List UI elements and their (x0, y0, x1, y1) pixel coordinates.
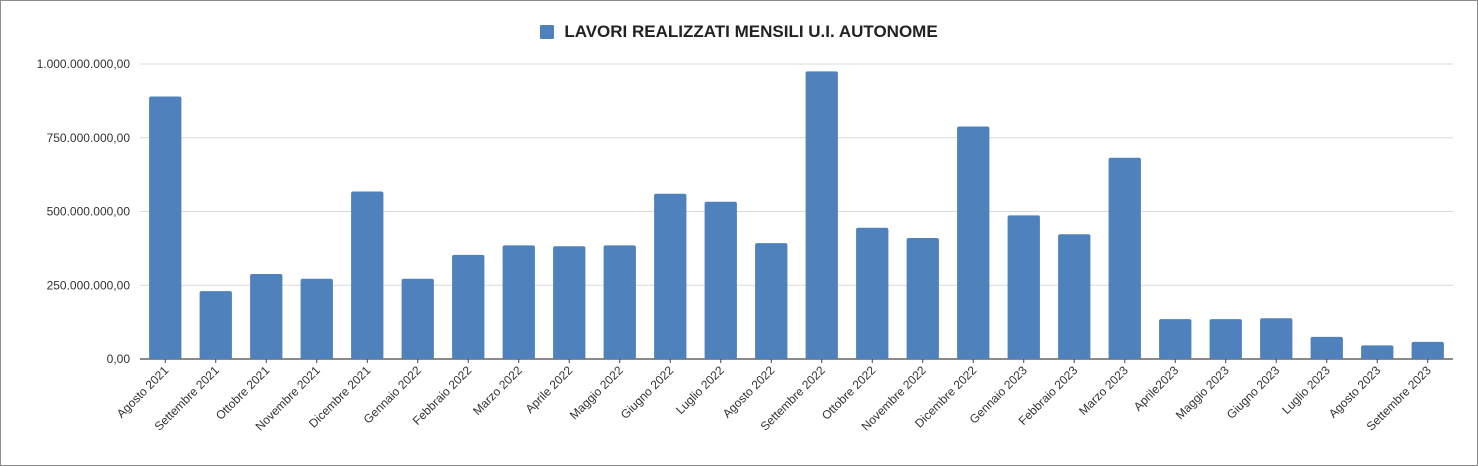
bar (906, 238, 939, 359)
bar (452, 254, 485, 359)
y-tick-label: 0,00 (107, 352, 131, 366)
bar (1159, 319, 1192, 359)
bar (1361, 345, 1394, 359)
bar (654, 193, 687, 359)
bar (1411, 341, 1444, 359)
y-tick-label: 250.000.000,00 (47, 278, 131, 292)
x-tick-label: Giugno 2023 (1224, 363, 1283, 422)
legend-swatch (540, 25, 555, 39)
y-axis: 0,00 250.000.000,00 500.000.000,00 750.000.… (37, 57, 131, 366)
x-tick-label: Luglio 2023 (1279, 363, 1333, 417)
bar (351, 191, 384, 359)
y-tick-label: 750.000.000,00 (47, 131, 131, 145)
chart-legend: LAVORI REALIZZATI MENSILI U.I. AUTONOME (0, 22, 1478, 42)
bar (199, 291, 232, 359)
y-tick-label: 500.000.000,00 (47, 205, 131, 219)
bar (553, 246, 586, 359)
bar (704, 201, 737, 359)
bar (603, 245, 636, 359)
bar (149, 96, 182, 359)
bar (1108, 157, 1141, 359)
bar (856, 227, 889, 359)
grid-lines (140, 63, 1453, 360)
bars (149, 71, 1444, 359)
x-tick-label: Giugno 2022 (618, 363, 677, 422)
x-tick-label: Marzo 2022 (470, 363, 525, 418)
x-tick-label: Aprile2023 (1131, 363, 1182, 414)
x-tick-label: Marzo 2023 (1076, 363, 1131, 418)
bar (1260, 318, 1293, 359)
legend-label: LAVORI REALIZZATI MENSILI U.I. AUTONOME (564, 22, 938, 41)
bar (401, 278, 434, 359)
x-tick-label: Maggio 2023 (1173, 363, 1232, 422)
bar (805, 71, 838, 359)
bar (502, 245, 535, 359)
bar (1007, 215, 1040, 359)
bar (1209, 319, 1242, 359)
bar (250, 274, 283, 359)
x-tick-label: Maggio 2022 (567, 363, 626, 422)
bar (1310, 336, 1343, 359)
bar (300, 278, 333, 359)
bar (957, 126, 990, 359)
bar (1058, 234, 1091, 359)
x-tick-label: Aprile 2022 (523, 363, 576, 416)
x-tick-label: Luglio 2022 (673, 363, 727, 417)
bar (755, 243, 788, 359)
y-tick-label: 1.000.000.000,00 (37, 57, 131, 71)
